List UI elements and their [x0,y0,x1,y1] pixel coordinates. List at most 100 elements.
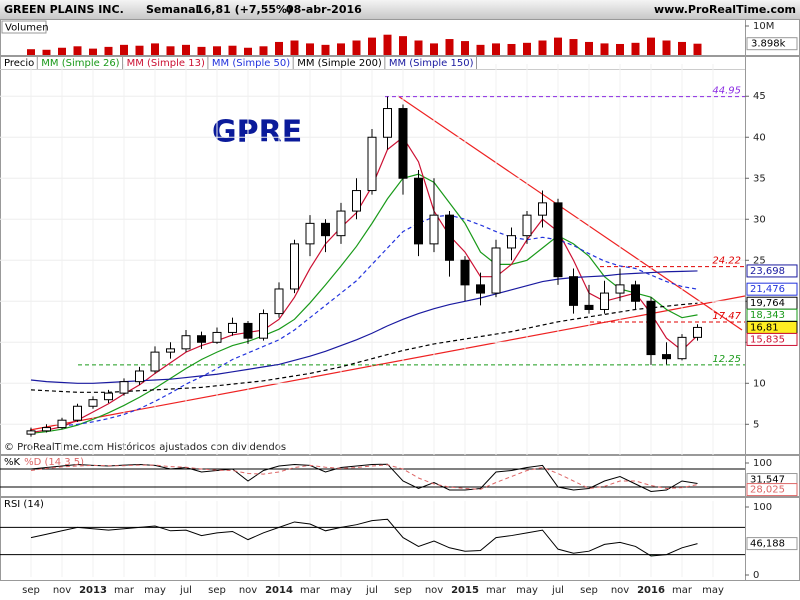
level-label: 44.95 [712,86,741,97]
x-tick-label: jul [365,585,378,596]
volume-bar [492,43,500,55]
candle-body [646,300,656,356]
volume-bar [213,46,221,55]
candle-body [166,348,175,353]
last-value-label: 18,343 [750,310,785,321]
level-label: 17.47 [712,311,741,322]
panel-title: RSI (14) [4,499,44,510]
volume-bar [290,40,299,55]
last-value-box [746,537,798,551]
volume-bar [166,46,175,55]
last-value-label: 19,764 [750,298,785,309]
candle-body [42,427,51,432]
candle-body [305,222,315,245]
x-tick-label: may [144,585,166,596]
y-tick-label: 100 [753,458,772,469]
last-value-label: 3.898k [751,39,786,50]
y-tick-label: 30 [753,214,766,225]
candle-body [321,222,330,237]
volume-bar [27,49,35,55]
x-tick-label: nov [53,585,71,596]
site[interactable]: www.ProRealTime.com [654,3,796,16]
volume-bar [151,43,159,55]
last-value-label: 46,188 [750,539,785,550]
volume-bar [678,41,686,55]
date: 08-abr-2016 [286,3,362,16]
candle-body [352,190,361,212]
ticker-annotation: GPRE [212,115,302,150]
last-value-box [746,483,798,497]
trendline-down [397,95,743,331]
candle-body [259,313,268,339]
candle-body [290,243,299,290]
x-tick-label: 2013 [79,585,107,596]
candle-body [398,108,408,179]
last-value-label: 23,698 [750,266,785,277]
x-tick-label: 2014 [265,585,293,596]
indicator-line [30,464,698,490]
legend-entry: MM (Simple 13) [127,58,205,69]
volume-bar [507,43,516,55]
volume-bar [383,34,392,55]
candle-body [631,284,640,302]
candle-body [181,335,191,350]
candle-body [584,304,594,310]
level-label: 12.25 [712,354,741,365]
x-tick-label: sep [22,585,40,596]
candle-body [212,331,222,343]
volume-bar [228,45,237,55]
volume-bar [662,40,671,55]
x-tick-label: mar [672,585,693,596]
x-tick-label: may [330,585,352,596]
source-note: © ProRealTime.com Históricos ajustados c… [4,441,286,453]
y-tick-label: 35 [753,173,766,184]
volume-bar [73,46,82,55]
candle-body [104,392,113,401]
volume-bar [476,44,485,55]
candle-body [367,136,377,192]
candle-body [538,202,547,216]
y-tick-label: 100 [753,502,772,513]
x-tick-label: mar [486,585,507,596]
legend-entry: MM (Simple 150) [389,58,474,69]
x-tick-label: 2015 [451,585,479,596]
indicator-line [61,214,698,427]
trendline-up [29,295,746,431]
volume-bar [414,40,423,55]
x-tick-label: jul [551,585,564,596]
legend-entry: MM (Simple 26) [41,58,119,69]
volume-bar [182,44,190,55]
indicator-line [30,173,698,434]
volume-bar [600,43,609,55]
symbol: GREEN PLAINS INC. [4,3,124,16]
panel-title-box [1,20,47,34]
candle-body [383,108,392,138]
candle-body [491,247,501,294]
y-tick-label: 10M [753,21,774,32]
candle-body [569,276,578,306]
volume-bar [275,41,283,55]
volume-bar [523,42,531,55]
y-tick-label: 10 [753,378,766,389]
volume-bar [445,39,454,55]
candle-body [600,292,609,310]
level-label: 24.22 [712,256,741,267]
last-value-box [746,264,798,278]
x-tick-label: sep [394,585,412,596]
candle-body [336,210,346,237]
x-tick-label: mar [114,585,135,596]
volume-bar [321,44,330,55]
x-tick-label: nov [611,585,629,596]
volume-bar [89,48,97,55]
x-tick-label: sep [208,585,226,596]
volume-bar [569,39,578,55]
x-tick-label: sep [580,585,598,596]
candle-body [57,419,67,429]
last-value-box [746,332,798,346]
volume-bar [647,37,655,55]
header-bar [0,0,800,19]
volume-bar [120,44,128,55]
volume-bar [616,43,624,55]
candle-body [228,322,237,333]
candle-body [135,370,144,383]
